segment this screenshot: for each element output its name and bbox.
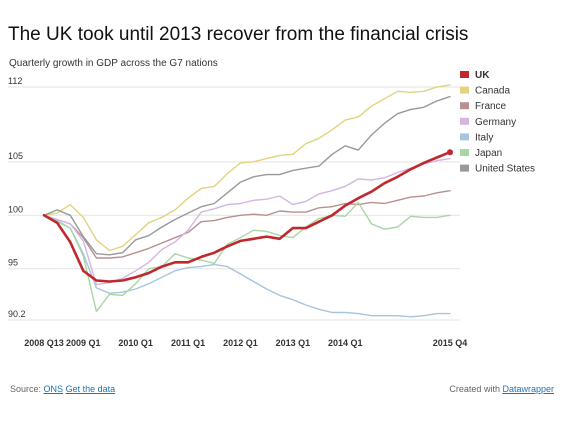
series-layer: [42, 84, 453, 318]
y-tick-label: 100: [8, 204, 23, 214]
source-link[interactable]: ONS: [43, 384, 64, 394]
chart-title: The UK took until 2013 recover from the …: [8, 24, 469, 45]
legend-label-canada: Canada: [475, 86, 510, 97]
series-line-canada: [43, 84, 451, 252]
x-tick-label: 2013 Q1: [276, 338, 311, 348]
legend-label-italy: Italy: [475, 132, 493, 143]
legend-swatch-france: [460, 102, 469, 110]
legend-label-japan: Japan: [475, 148, 502, 159]
legend-label-germany: Germany: [475, 117, 516, 128]
legend-swatch-italy: [460, 133, 469, 141]
x-tick-label: 2010 Q1: [118, 338, 153, 348]
x-tick-label: 2011 Q1: [171, 338, 205, 348]
series-line-uk: [42, 150, 452, 283]
series-line-italy: [43, 214, 451, 318]
x-axis-ticks: 2008 Q13 2009 Q1 2010 Q1 2011 Q1 2012 Q1 2013…: [24, 338, 467, 348]
legend-label-united-states: United States: [475, 164, 535, 175]
get-data-link[interactable]: Get the data: [65, 384, 116, 394]
series-line-france: [43, 189, 451, 259]
legend-label-france: France: [475, 101, 507, 112]
legend: UK Canada France Germany Italy Japan United St…: [460, 70, 535, 175]
x-tick-label: 2015 Q4: [433, 338, 468, 348]
series-line-united-states: [43, 95, 451, 256]
credit-label: Created with: [449, 384, 500, 394]
credit-note: Created with Datawrapper: [449, 384, 554, 394]
source-note: Source: ONS Get the data: [10, 384, 115, 394]
y-tick-label: 105: [8, 151, 23, 161]
x-tick-label: 2009 Q1: [66, 338, 101, 348]
y-tick-label: 95: [8, 258, 18, 268]
y-axis-ticks: 90.2 95 100 105 112: [8, 76, 26, 319]
legend-swatch-uk: [460, 71, 469, 78]
series-line-japan: [43, 201, 451, 313]
legend-swatch-germany: [460, 117, 469, 125]
x-tick-label: 2014 Q1: [328, 338, 363, 348]
y-tick-label: 90.2: [8, 309, 26, 319]
y-tick-label: 112: [8, 76, 22, 86]
legend-swatch-canada: [460, 86, 469, 94]
x-tick-label: 2012 Q1: [223, 338, 258, 348]
legend-swatch-japan: [460, 149, 469, 156]
datawrapper-link[interactable]: Datawrapper: [502, 384, 554, 394]
chart-subtitle: Quarterly growth in GDP across the G7 na…: [9, 58, 218, 69]
series-endpoint-uk: [447, 149, 453, 156]
x-tick-label: 2008 Q13: [24, 338, 64, 348]
legend-label-uk: UK: [475, 70, 490, 81]
series-line-germany: [43, 157, 451, 286]
source-label: Source:: [10, 384, 42, 394]
legend-swatch-united-states: [460, 164, 469, 172]
